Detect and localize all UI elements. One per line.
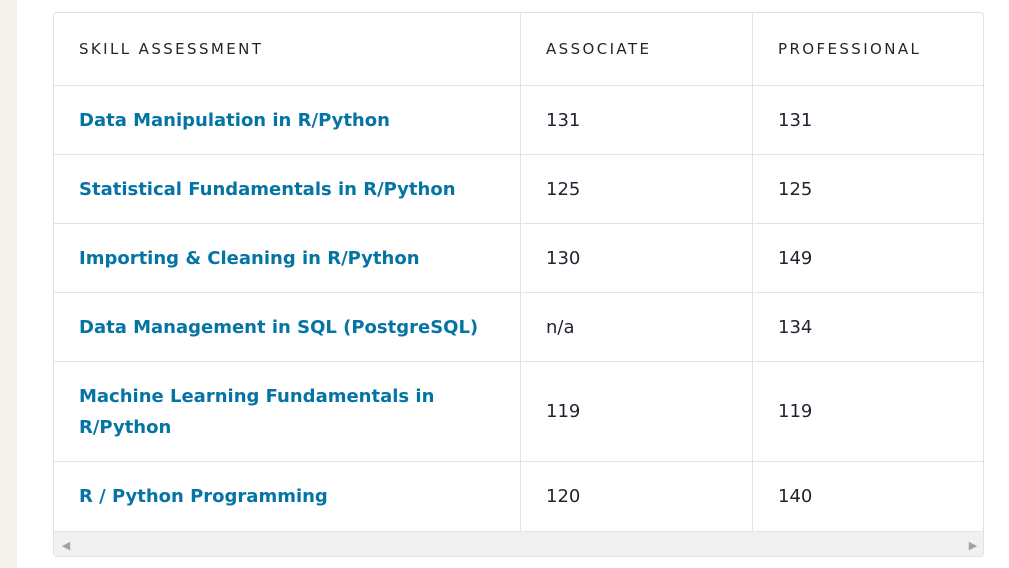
associate-cell: n/a (520, 293, 752, 361)
table-row: Statistical Fundamentals in R/Python 125… (54, 155, 983, 224)
professional-value: 119 (778, 401, 813, 422)
associate-value: 130 (546, 247, 581, 269)
associate-value: 125 (546, 178, 581, 200)
header-professional: PROFESSIONAL (778, 40, 922, 58)
table-row: Data Manipulation in R/Python 131 131 (54, 86, 983, 155)
skill-link[interactable]: Data Manipulation in R/Python (79, 109, 390, 131)
table-row: Importing & Cleaning in R/Python 130 149 (54, 224, 983, 293)
associate-cell: 120 (520, 462, 752, 531)
table-header-row: SKILL ASSESSMENT ASSOCIATE PROFESSIONAL (54, 13, 983, 86)
skill-link[interactable]: R / Python Programming (79, 486, 328, 507)
professional-value: 125 (778, 178, 813, 200)
skill-cell: Machine Learning Fundamentals in R/Pytho… (54, 362, 520, 461)
professional-cell: 125 (752, 155, 983, 223)
associate-cell: 125 (520, 155, 752, 223)
associate-value: 119 (546, 401, 581, 422)
associate-value: n/a (546, 316, 575, 338)
professional-cell: 140 (752, 462, 983, 531)
skill-link[interactable]: Statistical Fundamentals in R/Python (79, 178, 456, 200)
skill-assessment-table: SKILL ASSESSMENT ASSOCIATE PROFESSIONAL … (53, 12, 984, 557)
professional-value: 149 (778, 247, 813, 269)
skill-cell: Importing & Cleaning in R/Python (54, 224, 520, 292)
header-associate: ASSOCIATE (546, 40, 652, 58)
table-row: R / Python Programming 120 140 (54, 462, 983, 531)
skill-cell: Data Manipulation in R/Python (54, 86, 520, 154)
header-cell-professional: PROFESSIONAL (752, 13, 983, 85)
triangle-left-icon[interactable]: ◀ (61, 538, 71, 552)
triangle-right-icon[interactable]: ▶ (968, 538, 978, 552)
associate-value: 131 (546, 109, 581, 131)
professional-value: 140 (778, 486, 813, 507)
skill-cell: Data Management in SQL (PostgreSQL) (54, 293, 520, 361)
skill-link[interactable]: Data Management in SQL (PostgreSQL) (79, 316, 479, 338)
professional-value: 134 (778, 316, 813, 338)
skill-link[interactable]: Importing & Cleaning in R/Python (79, 247, 420, 269)
header-cell-associate: ASSOCIATE (520, 13, 752, 85)
associate-cell: 131 (520, 86, 752, 154)
header-cell-skill: SKILL ASSESSMENT (54, 13, 520, 85)
skill-link[interactable]: Machine Learning Fundamentals in R/Pytho… (79, 385, 435, 438)
table-row: Data Management in SQL (PostgreSQL) n/a … (54, 293, 983, 362)
professional-cell: 119 (752, 362, 983, 461)
horizontal-scrollbar[interactable]: ◀ ▶ (54, 531, 983, 556)
professional-cell: 131 (752, 86, 983, 154)
table-row: Machine Learning Fundamentals in R/Pytho… (54, 362, 983, 462)
professional-cell: 149 (752, 224, 983, 292)
professional-cell: 134 (752, 293, 983, 361)
associate-value: 120 (546, 486, 581, 507)
associate-cell: 130 (520, 224, 752, 292)
professional-value: 131 (778, 109, 813, 131)
skill-cell: R / Python Programming (54, 462, 520, 531)
skill-cell: Statistical Fundamentals in R/Python (54, 155, 520, 223)
header-skill-assessment: SKILL ASSESSMENT (79, 40, 264, 58)
associate-cell: 119 (520, 362, 752, 461)
page-left-margin (0, 0, 17, 568)
